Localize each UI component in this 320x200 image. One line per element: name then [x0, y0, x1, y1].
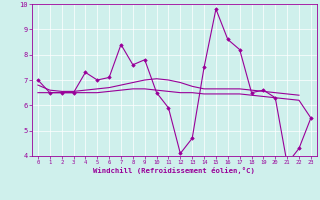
X-axis label: Windchill (Refroidissement éolien,°C): Windchill (Refroidissement éolien,°C): [93, 167, 255, 174]
